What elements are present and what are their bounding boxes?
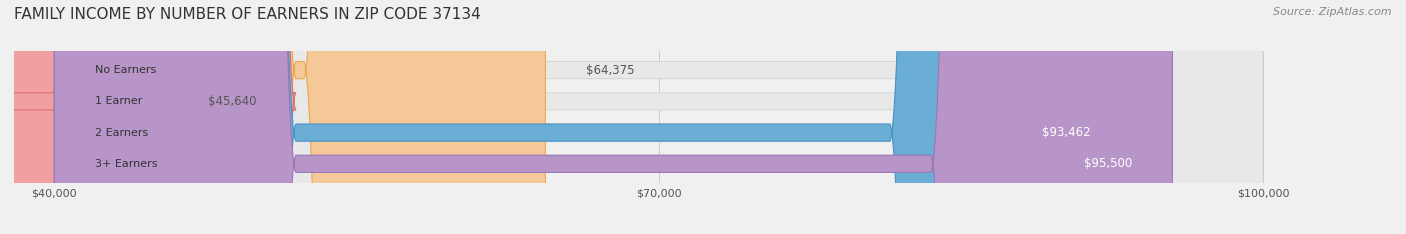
Text: $45,640: $45,640 — [208, 95, 257, 108]
Text: 3+ Earners: 3+ Earners — [94, 159, 157, 169]
Text: 2 Earners: 2 Earners — [94, 128, 148, 138]
FancyBboxPatch shape — [55, 0, 1263, 234]
Text: No Earners: No Earners — [94, 65, 156, 75]
Text: Source: ZipAtlas.com: Source: ZipAtlas.com — [1274, 7, 1392, 17]
Text: $95,500: $95,500 — [1084, 157, 1132, 170]
FancyBboxPatch shape — [55, 0, 1173, 234]
Text: FAMILY INCOME BY NUMBER OF EARNERS IN ZIP CODE 37134: FAMILY INCOME BY NUMBER OF EARNERS IN ZI… — [14, 7, 481, 22]
FancyBboxPatch shape — [55, 0, 546, 234]
Text: $64,375: $64,375 — [586, 64, 634, 77]
FancyBboxPatch shape — [55, 0, 1263, 234]
Text: $93,462: $93,462 — [1042, 126, 1091, 139]
FancyBboxPatch shape — [0, 0, 297, 234]
Text: 1 Earner: 1 Earner — [94, 96, 142, 106]
FancyBboxPatch shape — [55, 0, 1263, 234]
FancyBboxPatch shape — [55, 0, 1263, 234]
FancyBboxPatch shape — [55, 0, 1132, 234]
